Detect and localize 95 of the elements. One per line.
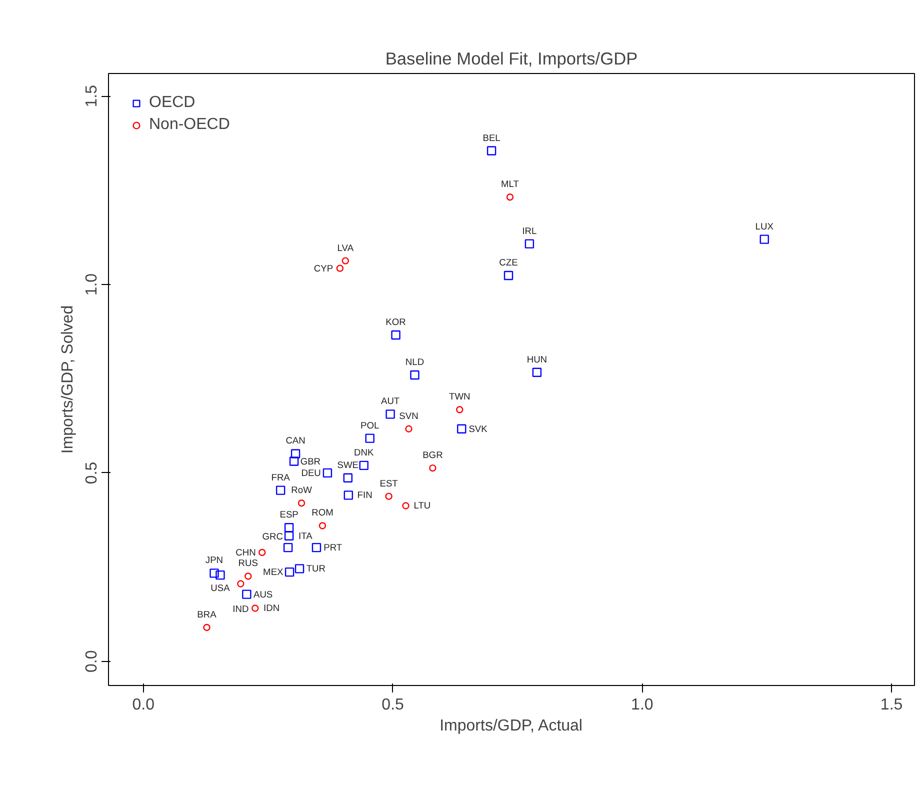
annotation: HUN bbox=[526, 354, 548, 364]
point bbox=[385, 492, 392, 500]
annotation: AUT bbox=[380, 396, 400, 406]
point bbox=[276, 486, 286, 495]
annotation: SVK bbox=[468, 424, 488, 434]
point bbox=[343, 473, 353, 482]
point bbox=[318, 522, 326, 530]
point bbox=[322, 468, 332, 478]
point bbox=[386, 410, 395, 419]
x-tick-label: 1.5 bbox=[880, 696, 903, 714]
annotation: FIN bbox=[357, 490, 372, 500]
annotation: RoW bbox=[291, 485, 312, 496]
annotation: LTU bbox=[414, 500, 431, 511]
point bbox=[457, 424, 466, 434]
annotation: SWE bbox=[337, 460, 359, 470]
point bbox=[391, 330, 400, 340]
annotation: USA bbox=[210, 583, 231, 594]
y-tick-label: 0.5 bbox=[84, 462, 100, 484]
point bbox=[760, 234, 769, 244]
annotation: ESP bbox=[280, 510, 298, 520]
annotation: MLT bbox=[501, 179, 520, 190]
point bbox=[283, 542, 293, 552]
point bbox=[237, 580, 244, 588]
point bbox=[429, 464, 436, 472]
x-tick-label: 1.0 bbox=[631, 696, 654, 714]
y-tick-label: 0.0 bbox=[84, 650, 100, 673]
point bbox=[342, 257, 350, 264]
annotation: IRL bbox=[522, 226, 537, 236]
point bbox=[210, 568, 219, 578]
point bbox=[504, 270, 514, 280]
annotation: IND bbox=[232, 604, 249, 614]
annotation: POL bbox=[360, 420, 380, 430]
point bbox=[506, 194, 514, 201]
chart-title: Baseline Model Fit, Imports/GDP bbox=[385, 48, 638, 68]
x-tick-label: 0.5 bbox=[382, 696, 404, 714]
point bbox=[244, 572, 252, 580]
annotation: JPN bbox=[205, 555, 224, 566]
point bbox=[344, 490, 354, 500]
annotation: PRT bbox=[324, 542, 342, 553]
y-tick-label: 1.0 bbox=[84, 273, 100, 296]
point bbox=[284, 567, 294, 577]
point bbox=[294, 564, 304, 574]
annotation: BGR bbox=[422, 450, 444, 460]
point bbox=[312, 542, 322, 552]
point bbox=[456, 406, 464, 414]
annotation: GRC bbox=[262, 532, 284, 542]
point bbox=[532, 368, 542, 377]
y-axis-title: Imports/GDP, Solved bbox=[60, 305, 76, 454]
annotation: DEU bbox=[301, 468, 322, 478]
point bbox=[252, 604, 259, 612]
annotation: NLD bbox=[405, 356, 424, 367]
point bbox=[402, 502, 410, 510]
annotation: KOR bbox=[386, 317, 406, 328]
y-tick-label: 1.5 bbox=[84, 84, 100, 108]
annotation: GBR bbox=[300, 456, 321, 466]
point bbox=[359, 460, 368, 470]
point bbox=[524, 239, 534, 248]
point bbox=[242, 590, 252, 599]
annotation: CZE bbox=[499, 257, 518, 268]
annotation: AUS bbox=[253, 589, 273, 600]
legend-label: OECD bbox=[149, 94, 196, 112]
annotation: RUS bbox=[238, 558, 258, 568]
point bbox=[284, 523, 294, 532]
annotation: FRA bbox=[271, 472, 291, 482]
legend-label: Non-OECD bbox=[149, 116, 230, 134]
annotation: TWN bbox=[449, 392, 470, 402]
annotation: IDN bbox=[264, 603, 280, 614]
x-tick-label: 0.0 bbox=[132, 696, 155, 714]
point bbox=[203, 624, 210, 632]
point bbox=[405, 425, 412, 432]
point bbox=[410, 370, 420, 380]
annotation: MEX bbox=[263, 567, 284, 578]
point bbox=[290, 449, 300, 458]
point bbox=[365, 434, 374, 443]
annotation: ROM bbox=[312, 508, 334, 518]
annotation: LUX bbox=[755, 221, 774, 232]
annotation: BRA bbox=[197, 609, 218, 620]
point bbox=[336, 264, 344, 272]
annotation: DNK bbox=[354, 447, 374, 458]
annotation: CHN bbox=[236, 547, 256, 558]
point bbox=[284, 531, 294, 540]
annotation: EST bbox=[380, 478, 398, 488]
point bbox=[298, 500, 306, 507]
annotation: CAN bbox=[286, 436, 306, 446]
point bbox=[289, 456, 299, 466]
point bbox=[486, 146, 496, 156]
annotation: SVN bbox=[399, 410, 418, 421]
annotation: CYP bbox=[314, 263, 334, 274]
point bbox=[258, 548, 266, 556]
annotation: TUR bbox=[306, 564, 326, 574]
x-axis-title: Imports/GDP, Actual bbox=[440, 718, 582, 734]
annotation: ITA bbox=[298, 530, 314, 541]
point bbox=[216, 570, 225, 580]
annotation: LVA bbox=[337, 242, 354, 253]
annotation: BEL bbox=[482, 132, 500, 143]
